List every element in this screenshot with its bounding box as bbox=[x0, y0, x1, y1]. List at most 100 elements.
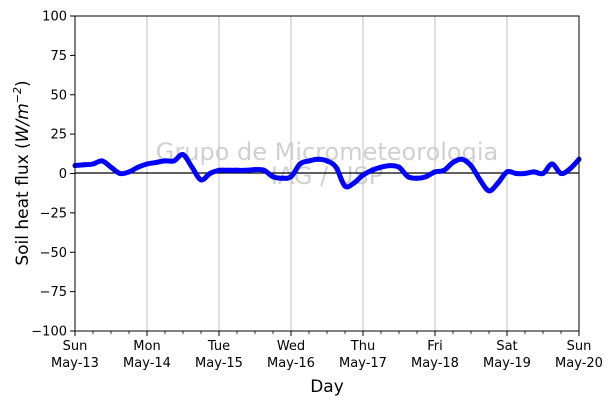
data-point bbox=[513, 171, 519, 176]
data-point bbox=[135, 164, 141, 170]
data-point bbox=[288, 174, 294, 180]
data-point bbox=[369, 167, 375, 173]
data-point bbox=[405, 174, 411, 180]
data-point bbox=[378, 164, 384, 170]
y-tick-label: 75 bbox=[50, 49, 67, 64]
x-tick-label-day: Wed bbox=[277, 339, 305, 354]
x-tick-label-day: Sun bbox=[567, 339, 592, 354]
data-point bbox=[432, 169, 438, 175]
x-tick-label-date: May-15 bbox=[195, 356, 243, 371]
data-point bbox=[252, 167, 258, 173]
data-point bbox=[450, 160, 456, 165]
data-point bbox=[342, 183, 348, 189]
y-tick-label: −75 bbox=[40, 285, 67, 300]
x-tick-label-date: May-18 bbox=[411, 356, 459, 371]
data-point bbox=[144, 161, 150, 167]
data-point bbox=[468, 163, 474, 169]
x-tick-label: Thu May-17 bbox=[339, 339, 387, 371]
data-point bbox=[261, 167, 267, 173]
data-point bbox=[540, 171, 546, 176]
y-axis-label-prefix: Soil heat flux ( bbox=[13, 142, 33, 265]
data-point bbox=[414, 175, 420, 181]
data-point bbox=[423, 174, 429, 180]
x-tick-label-day: Sat bbox=[496, 339, 517, 354]
y-tick-label: 0 bbox=[59, 167, 67, 182]
x-tick-label-date: May-20 bbox=[555, 356, 603, 371]
data-point bbox=[108, 164, 114, 170]
data-point bbox=[558, 171, 564, 176]
data-point bbox=[153, 160, 159, 165]
data-point bbox=[297, 161, 303, 167]
data-point bbox=[567, 166, 573, 172]
data-point bbox=[477, 177, 483, 183]
x-tick-label: Fri May-18 bbox=[411, 339, 459, 371]
data-point bbox=[324, 158, 330, 164]
x-tick-label-date: May-19 bbox=[483, 356, 531, 371]
data-point bbox=[333, 164, 339, 170]
y-axis: −100 −75 −50 −25 0 25 50 75 100 bbox=[31, 10, 75, 340]
data-point bbox=[522, 171, 528, 176]
data-point bbox=[360, 172, 366, 178]
x-tick-label: Sat May-19 bbox=[483, 339, 531, 371]
data-point bbox=[81, 162, 87, 168]
y-axis-label-unit: W/m bbox=[13, 103, 33, 142]
x-axis: Sun May-13 Mon May-14 Tue May-15 Wed May-16 Thu M… bbox=[51, 331, 603, 371]
x-axis-label: Day bbox=[310, 377, 344, 397]
data-point bbox=[315, 156, 321, 162]
data-point bbox=[99, 158, 105, 164]
data-point bbox=[306, 158, 312, 164]
data-point bbox=[549, 161, 555, 167]
x-tick-label-date: May-13 bbox=[51, 356, 99, 371]
y-tick-label: 25 bbox=[50, 128, 67, 143]
y-tick-label: −50 bbox=[40, 246, 67, 261]
data-point bbox=[171, 158, 177, 164]
data-point bbox=[90, 161, 96, 167]
y-tick-label: 50 bbox=[50, 88, 67, 103]
x-tick-label-day: Fri bbox=[427, 339, 443, 354]
x-tick-label-day: Thu bbox=[350, 339, 375, 354]
data-point bbox=[441, 167, 447, 173]
x-tick-label-day: Tue bbox=[207, 339, 230, 354]
data-point bbox=[162, 158, 168, 164]
x-tick-label: Wed May-16 bbox=[267, 339, 315, 371]
data-point bbox=[351, 180, 357, 186]
x-tick-label: Sun May-13 bbox=[51, 339, 99, 371]
data-point bbox=[396, 164, 402, 170]
data-point bbox=[243, 167, 249, 173]
x-tick-label-date: May-14 bbox=[123, 356, 171, 371]
y-tick-label: −25 bbox=[40, 206, 67, 221]
x-tick-label-day: Sun bbox=[63, 339, 88, 354]
data-point bbox=[504, 169, 510, 175]
data-point bbox=[180, 152, 186, 158]
x-tick-label-date: May-16 bbox=[267, 356, 315, 371]
data-point bbox=[234, 167, 240, 173]
data-point bbox=[531, 169, 537, 175]
data-point bbox=[207, 171, 213, 176]
data-point bbox=[387, 163, 393, 169]
data-point bbox=[126, 169, 132, 175]
y-tick-label: −100 bbox=[31, 325, 67, 340]
y-axis-label-exponent: −2 bbox=[11, 87, 24, 103]
data-point bbox=[225, 167, 231, 173]
y-tick-label: 100 bbox=[42, 10, 67, 25]
series-layer bbox=[72, 152, 582, 194]
x-tick-label-day: Mon bbox=[133, 339, 160, 354]
data-point bbox=[189, 164, 195, 170]
data-point bbox=[495, 180, 501, 186]
data-point bbox=[117, 171, 123, 176]
y-axis-label-suffix: ) bbox=[13, 80, 33, 87]
data-point bbox=[459, 156, 465, 162]
x-tick-label: Sun May-20 bbox=[555, 339, 603, 371]
data-point bbox=[270, 174, 276, 180]
data-point bbox=[216, 167, 222, 173]
x-tick-label: Mon May-14 bbox=[123, 339, 171, 371]
x-tick-label: Tue May-15 bbox=[195, 339, 243, 371]
data-point bbox=[486, 188, 492, 194]
data-point bbox=[198, 177, 204, 183]
x-tick-label-date: May-17 bbox=[339, 356, 387, 371]
y-axis-label: Soil heat flux (W/m−2) bbox=[11, 80, 33, 265]
data-point bbox=[279, 175, 285, 181]
